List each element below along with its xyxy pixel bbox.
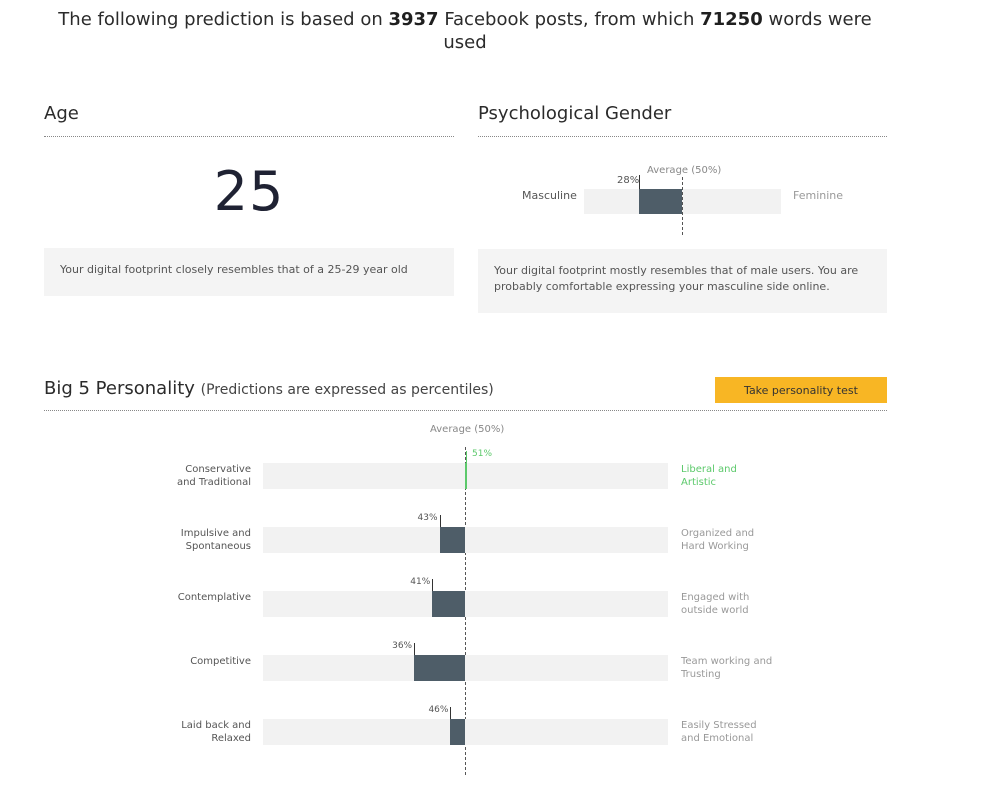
trait-value-label: 46% xyxy=(428,705,449,715)
trait-right-line: Organized and xyxy=(681,528,755,539)
trait-left-label: Laid back and Relaxed xyxy=(131,719,251,745)
big5-subtitle: (Predictions are expressed as percentile… xyxy=(200,382,494,398)
trait-right-line: Artistic xyxy=(681,477,717,488)
age-value: 25 xyxy=(213,160,285,223)
prediction-summary: The following prediction is based on 393… xyxy=(40,8,890,54)
age-note-text: Your digital footprint closely resembles… xyxy=(60,263,408,276)
trait-value-tick xyxy=(432,579,434,591)
gender-value-tick xyxy=(639,175,641,189)
trait-track xyxy=(263,527,668,553)
trait-bar xyxy=(439,527,465,553)
trait-track xyxy=(263,719,668,745)
trait-value-tick xyxy=(414,643,416,655)
summary-suffix: words were used xyxy=(443,9,872,53)
gender-title: Psychological Gender xyxy=(478,103,672,124)
trait-right-line: and Emotional xyxy=(681,733,754,744)
trait-left-line: Conservative xyxy=(185,464,251,475)
trait-bar xyxy=(432,591,465,617)
gender-note: Your digital footprint mostly resembles … xyxy=(478,249,887,313)
trait-value-label: 43% xyxy=(417,513,438,523)
trait-right-label: Organized and Hard Working xyxy=(681,527,791,553)
trait-left-line: Impulsive and xyxy=(180,528,251,539)
trait-track xyxy=(263,591,668,617)
gender-divider xyxy=(478,136,887,137)
trait-bar xyxy=(465,463,467,489)
big5-average-label: Average (50%) xyxy=(430,424,505,435)
trait-left-label: Impulsive and Spontaneous xyxy=(131,527,251,553)
gender-left-label: Masculine xyxy=(522,189,577,202)
trait-right-line: outside world xyxy=(681,605,749,616)
big5-title: Big 5 Personality xyxy=(44,378,195,399)
trait-left-label: Competitive xyxy=(131,655,251,668)
big5-title-wrap: Big 5 Personality (Predictions are expre… xyxy=(44,378,494,399)
trait-right-line: Trusting xyxy=(681,669,721,680)
trait-right-line: Team working and xyxy=(681,656,773,667)
big5-divider xyxy=(44,410,887,411)
trait-right-label: Liberal and Artistic xyxy=(681,463,791,489)
summary-prefix: The following prediction is based on xyxy=(58,9,383,30)
gender-right-label: Feminine xyxy=(793,189,844,202)
gender-bar xyxy=(639,189,683,214)
trait-left-label: Conservative and Traditional xyxy=(131,463,251,489)
gender-average-label: Average (50%) xyxy=(647,165,722,176)
posts-count: 3937 xyxy=(388,9,439,30)
words-count: 71250 xyxy=(700,9,763,30)
take-personality-test-button[interactable]: Take personality test xyxy=(715,377,887,403)
trait-left-line: Contemplative xyxy=(177,592,251,603)
age-divider xyxy=(44,136,454,137)
trait-right-line: Liberal and xyxy=(681,464,737,475)
trait-left-line: Spontaneous xyxy=(185,541,251,552)
trait-right-label: Engaged with outside world xyxy=(681,591,791,617)
trait-right-line: Easily Stressed xyxy=(681,720,757,731)
trait-left-line: Relaxed xyxy=(211,733,251,744)
trait-right-line: Engaged with xyxy=(681,592,750,603)
trait-right-label: Team working and Trusting xyxy=(681,655,791,681)
gender-average-line xyxy=(682,177,683,235)
trait-value-label: 51% xyxy=(472,449,493,459)
trait-value-label: 41% xyxy=(410,577,431,587)
trait-value-tick xyxy=(450,707,452,719)
trait-value-tick xyxy=(466,451,467,463)
gender-note-text: Your digital footprint mostly resembles … xyxy=(494,264,859,293)
trait-left-line: Laid back and xyxy=(181,720,251,731)
trait-track xyxy=(263,655,668,681)
trait-value-label: 36% xyxy=(392,641,413,651)
gender-value-label: 28% xyxy=(617,175,640,186)
trait-value-tick xyxy=(439,515,441,527)
trait-bar xyxy=(414,655,465,681)
summary-middle: Facebook posts, from which xyxy=(444,9,695,30)
age-note: Your digital footprint closely resembles… xyxy=(44,248,454,296)
trait-bar xyxy=(450,719,465,745)
trait-right-line: Hard Working xyxy=(681,541,749,552)
trait-left-label: Contemplative xyxy=(131,591,251,604)
trait-left-line: and Traditional xyxy=(176,477,251,488)
trait-left-line: Competitive xyxy=(190,656,251,667)
trait-right-label: Easily Stressed and Emotional xyxy=(681,719,791,745)
age-title: Age xyxy=(44,103,79,124)
